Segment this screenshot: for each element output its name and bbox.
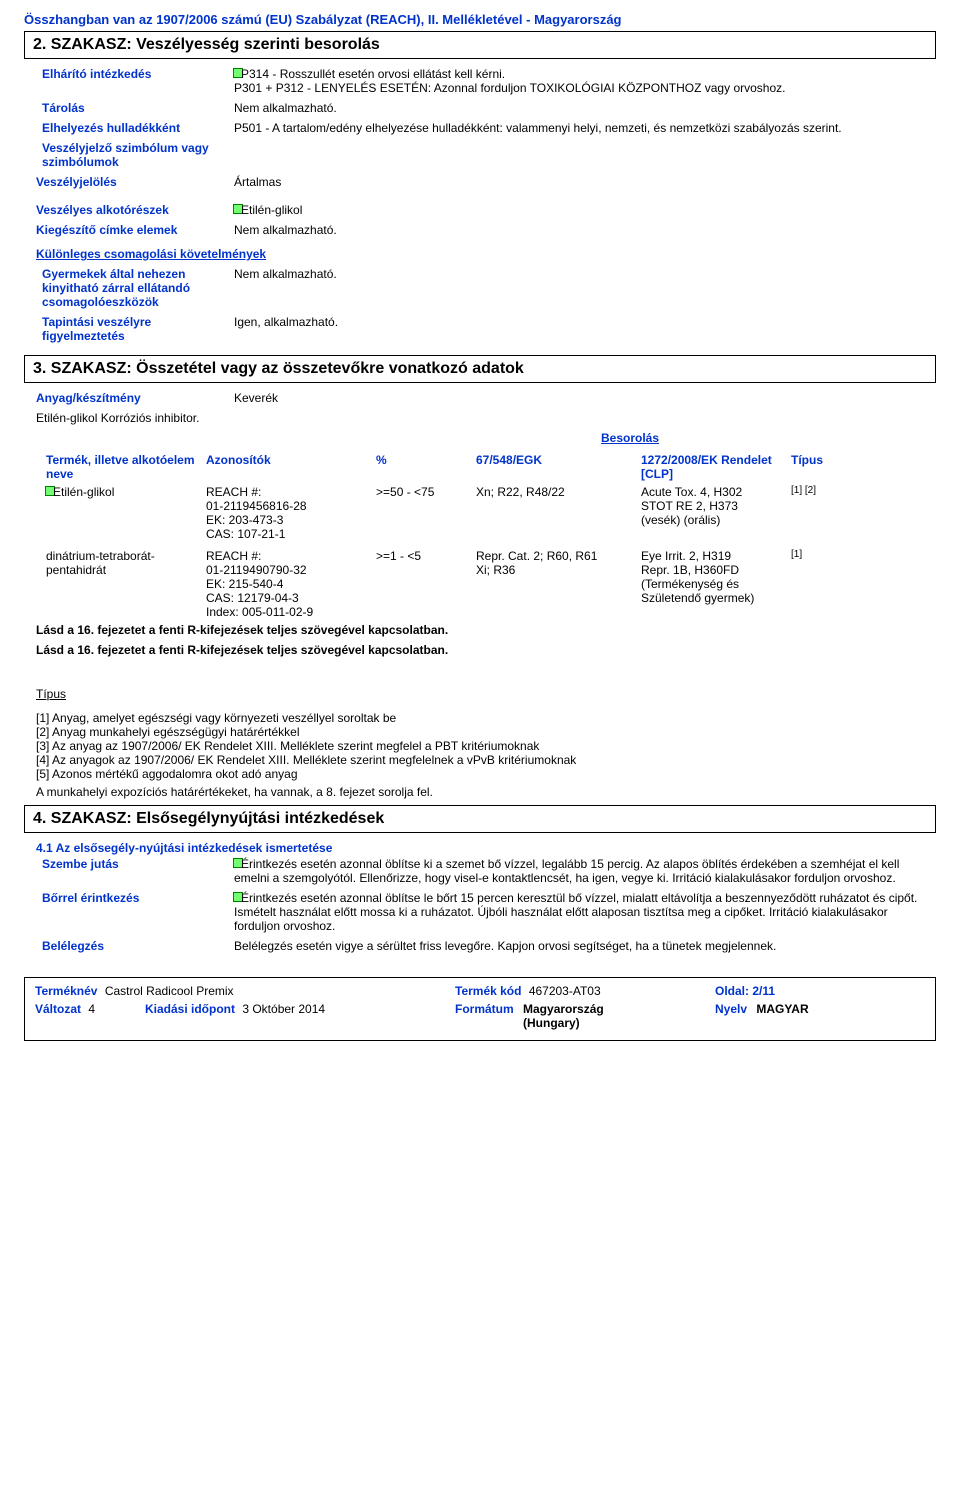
section-4-title: 4. SZAKASZ: Elsősegélynyújtási intézkedé… xyxy=(33,810,927,828)
keszitmeny-value: Keverék xyxy=(234,391,936,405)
td-type: [1] xyxy=(791,549,851,619)
type-note: [3] Az anyag az 1907/2006/ EK Rendelet X… xyxy=(36,739,936,753)
table-row: dinátrium-tetraborát-pentahidrát REACH #… xyxy=(24,549,936,619)
tapintasi-value: Igen, alkalmazható. xyxy=(234,315,936,343)
elharito-value: P314 - Rosszullét esetén orvosi ellátást… xyxy=(234,67,936,95)
td-pct: >=1 - <5 xyxy=(376,549,476,619)
td-67548: Xn; R22, R48/22 xyxy=(476,485,641,541)
valtozat-value: 4 xyxy=(88,1002,95,1016)
section-2-box: 2. SZAKASZ: Veszélyesség szerinti besoro… xyxy=(24,31,936,59)
th-clp: 1272/2008/EK Rendelet [CLP] xyxy=(641,453,791,481)
th-pct: % xyxy=(376,453,476,481)
gyermek-value: Nem alkalmazható. xyxy=(234,267,936,309)
section3-desc: Etilén-glikol Korróziós inhibitor. xyxy=(24,411,936,425)
tarolas-label: Tárolás xyxy=(24,101,234,115)
belel-label: Belélegzés xyxy=(24,939,234,953)
kiadasi-label: Kiadási időpont xyxy=(145,1002,235,1016)
td-clp: Eye Irrit. 2, H319 Repr. 1B, H360FD (Ter… xyxy=(641,549,791,619)
szembe-label: Szembe jutás xyxy=(24,857,234,885)
elhelyezes-label: Elhelyezés hulladékként xyxy=(24,121,234,135)
td-ids: REACH #: 01-2119456816-28 EK: 203-473-3 … xyxy=(206,485,376,541)
kieg-value: Nem alkalmazható. xyxy=(234,223,936,237)
ref-line-1: Lásd a 16. fejezetet a fenti R-kifejezés… xyxy=(24,623,936,637)
type-footnotes: Típus [1] Anyag, amelyet egészségi vagy … xyxy=(24,687,936,799)
th-type: Típus xyxy=(791,453,851,481)
borrel-label: Bőrrel érintkezés xyxy=(24,891,234,933)
type-note-final: A munkahelyi expozíciós határértékeket, … xyxy=(36,785,936,799)
oldal-label: Oldal: 2/11 xyxy=(715,984,775,998)
veszelyjeloles-value: Ártalmas xyxy=(234,175,936,189)
td-67548: Repr. Cat. 2; R60, R61 Xi; R36 xyxy=(476,549,641,619)
szembe-value: Érintkezés esetén azonnal öblítse ki a s… xyxy=(234,857,936,885)
section-3-box: 3. SZAKASZ: Összetétel vagy az összetevő… xyxy=(24,355,936,383)
type-note: [2] Anyag munkahelyi egészségügyi határé… xyxy=(36,725,936,739)
kiadasi-value: 3 Október 2014 xyxy=(242,1002,325,1016)
termekkod-value: 467203-AT03 xyxy=(529,984,601,998)
composition-table-header: Termék, illetve alkotóelem neve Azonosít… xyxy=(24,453,936,481)
tarolas-value: Nem alkalmazható. xyxy=(234,101,936,115)
keszitmeny-label: Anyag/készítmény xyxy=(24,391,234,405)
footer-box: Terméknév Castrol Radicool Premix Termék… xyxy=(24,977,936,1041)
belel-value: Belélegzés esetén vigye a sérültet friss… xyxy=(234,939,936,953)
table-row: Etilén-glikol REACH #: 01-2119456816-28 … xyxy=(24,485,936,541)
th-name: Termék, illetve alkotóelem neve xyxy=(46,453,206,481)
veszelyjeloles-label: Veszélyjelölés xyxy=(24,175,234,189)
besorolas-label: Besorolás xyxy=(601,431,659,445)
td-type: [1] [2] xyxy=(791,485,851,541)
kieg-label: Kiegészítő címke elemek xyxy=(24,223,234,237)
packaging-heading: Különleges csomagolási követelmények xyxy=(24,247,936,261)
termeknev-value: Castrol Radicool Premix xyxy=(105,984,234,998)
td-name: dinátrium-tetraborát-pentahidrát xyxy=(46,549,206,619)
elhelyezes-value: P501 - A tartalom/edény elhelyezése hull… xyxy=(234,121,936,135)
section-4-sub: 4.1 Az elsősegély-nyújtási intézkedések … xyxy=(24,841,936,855)
type-note: [5] Azonos mértékű aggodalomra okot adó … xyxy=(36,767,936,781)
termekkod-label: Termék kód xyxy=(455,984,521,998)
td-clp: Acute Tox. 4, H302 STOT RE 2, H373 (vesé… xyxy=(641,485,791,541)
type-note: [1] Anyag, amelyet egészségi vagy környe… xyxy=(36,711,936,725)
nyelv-label: Nyelv xyxy=(715,1002,747,1016)
section-3-title: 3. SZAKASZ: Összetétel vagy az összetevő… xyxy=(33,360,927,378)
valtozat-label: Változat xyxy=(35,1002,81,1016)
termeknev-label: Terméknév xyxy=(35,984,97,998)
section-4-box: 4. SZAKASZ: Elsősegélynyújtási intézkedé… xyxy=(24,805,936,833)
section-2-title: 2. SZAKASZ: Veszélyesség szerinti besoro… xyxy=(33,36,927,54)
formatum-label: Formátum xyxy=(455,1002,514,1016)
hungary-value: (Hungary) xyxy=(461,1016,715,1030)
nyelv-value: MAGYAR xyxy=(756,1002,808,1016)
td-name: Etilén-glikol xyxy=(46,485,206,541)
th-67548: 67/548/EGK xyxy=(476,453,641,481)
formatum-value: Magyarország xyxy=(523,1002,604,1016)
veszalk-label: Veszélyes alkotórészek xyxy=(24,203,234,217)
td-pct: >=50 - <75 xyxy=(376,485,476,541)
veszelysym-label: Veszélyjelző szimbólum vagy szimbólumok xyxy=(24,141,284,169)
type-note: [4] Az anyagok az 1907/2006/ EK Rendelet… xyxy=(36,753,936,767)
td-ids: REACH #: 01-2119490790-32 EK: 215-540-4 … xyxy=(206,549,376,619)
type-heading: Típus xyxy=(36,687,936,701)
ref-line-2: Lásd a 16. fejezetet a fenti R-kifejezés… xyxy=(24,643,936,657)
veszalk-value: Etilén-glikol xyxy=(234,203,936,217)
tapintasi-label: Tapintási veszélyre figyelmeztetés xyxy=(24,315,234,343)
regulation-header: Összhangban van az 1907/2006 számú (EU) … xyxy=(24,12,936,27)
elharito-label: Elhárító intézkedés xyxy=(24,67,234,95)
gyermek-label: Gyermekek által nehezen kinyitható zárra… xyxy=(24,267,234,309)
th-ids: Azonosítók xyxy=(206,453,376,481)
borrel-value: Érintkezés esetén azonnal öblítse le bőr… xyxy=(234,891,936,933)
